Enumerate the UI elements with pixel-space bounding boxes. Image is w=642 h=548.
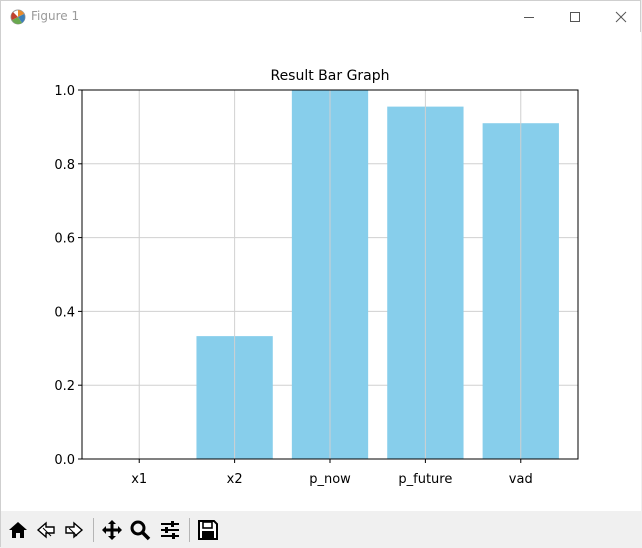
home-icon (9, 522, 27, 538)
zoom-button[interactable] (127, 517, 153, 543)
floppy-disk-icon (198, 520, 218, 540)
y-tick-label: 0.0 (54, 453, 75, 468)
magnifier-icon (130, 520, 151, 541)
pan-button[interactable] (99, 517, 125, 543)
x-tick-label: p_future (398, 472, 452, 487)
x-tick-label: x2 (227, 472, 243, 487)
bar-chart: 0.0 0.2 0.4 0.6 0.8 1.0 x1 x2 p_now p_future vad R… (54, 68, 579, 487)
navigation-toolbar (1, 511, 642, 548)
y-tick-label: 0.8 (54, 158, 75, 173)
toolbar-separator (93, 518, 94, 542)
minimize-icon (524, 16, 534, 18)
figure-canvas[interactable]: 0.0 0.2 0.4 0.6 0.8 1.0 x1 x2 p_now p_future vad R… (2, 32, 641, 511)
matplotlib-app-icon (10, 9, 26, 25)
y-tick-label: 1.0 (54, 84, 75, 99)
title-bar[interactable]: Figure 1 (1, 1, 640, 32)
close-button[interactable] (598, 1, 642, 32)
home-button[interactable] (5, 517, 31, 543)
move-icon (102, 520, 122, 540)
window-title: Figure 1 (31, 9, 80, 23)
y-tick-label: 0.6 (54, 232, 75, 247)
subplots-button[interactable] (157, 517, 183, 543)
y-tick-label: 0.4 (54, 305, 75, 320)
x-tick-label: x1 (131, 472, 147, 487)
sliders-icon (161, 521, 179, 539)
x-tick-label: vad (509, 472, 533, 487)
forward-arrow-icon (65, 521, 84, 539)
maximize-icon (570, 11, 580, 22)
save-button[interactable] (195, 517, 221, 543)
back-button[interactable] (33, 517, 59, 543)
maximize-button[interactable] (552, 1, 598, 32)
close-icon (615, 11, 627, 22)
y-tick-label: 0.2 (54, 379, 75, 394)
minimize-button[interactable] (506, 1, 552, 32)
x-tick-label: p_now (309, 472, 351, 487)
back-arrow-icon (36, 521, 55, 539)
chart-title: Result Bar Graph (270, 68, 389, 84)
forward-button[interactable] (61, 517, 87, 543)
toolbar-separator (189, 518, 190, 542)
